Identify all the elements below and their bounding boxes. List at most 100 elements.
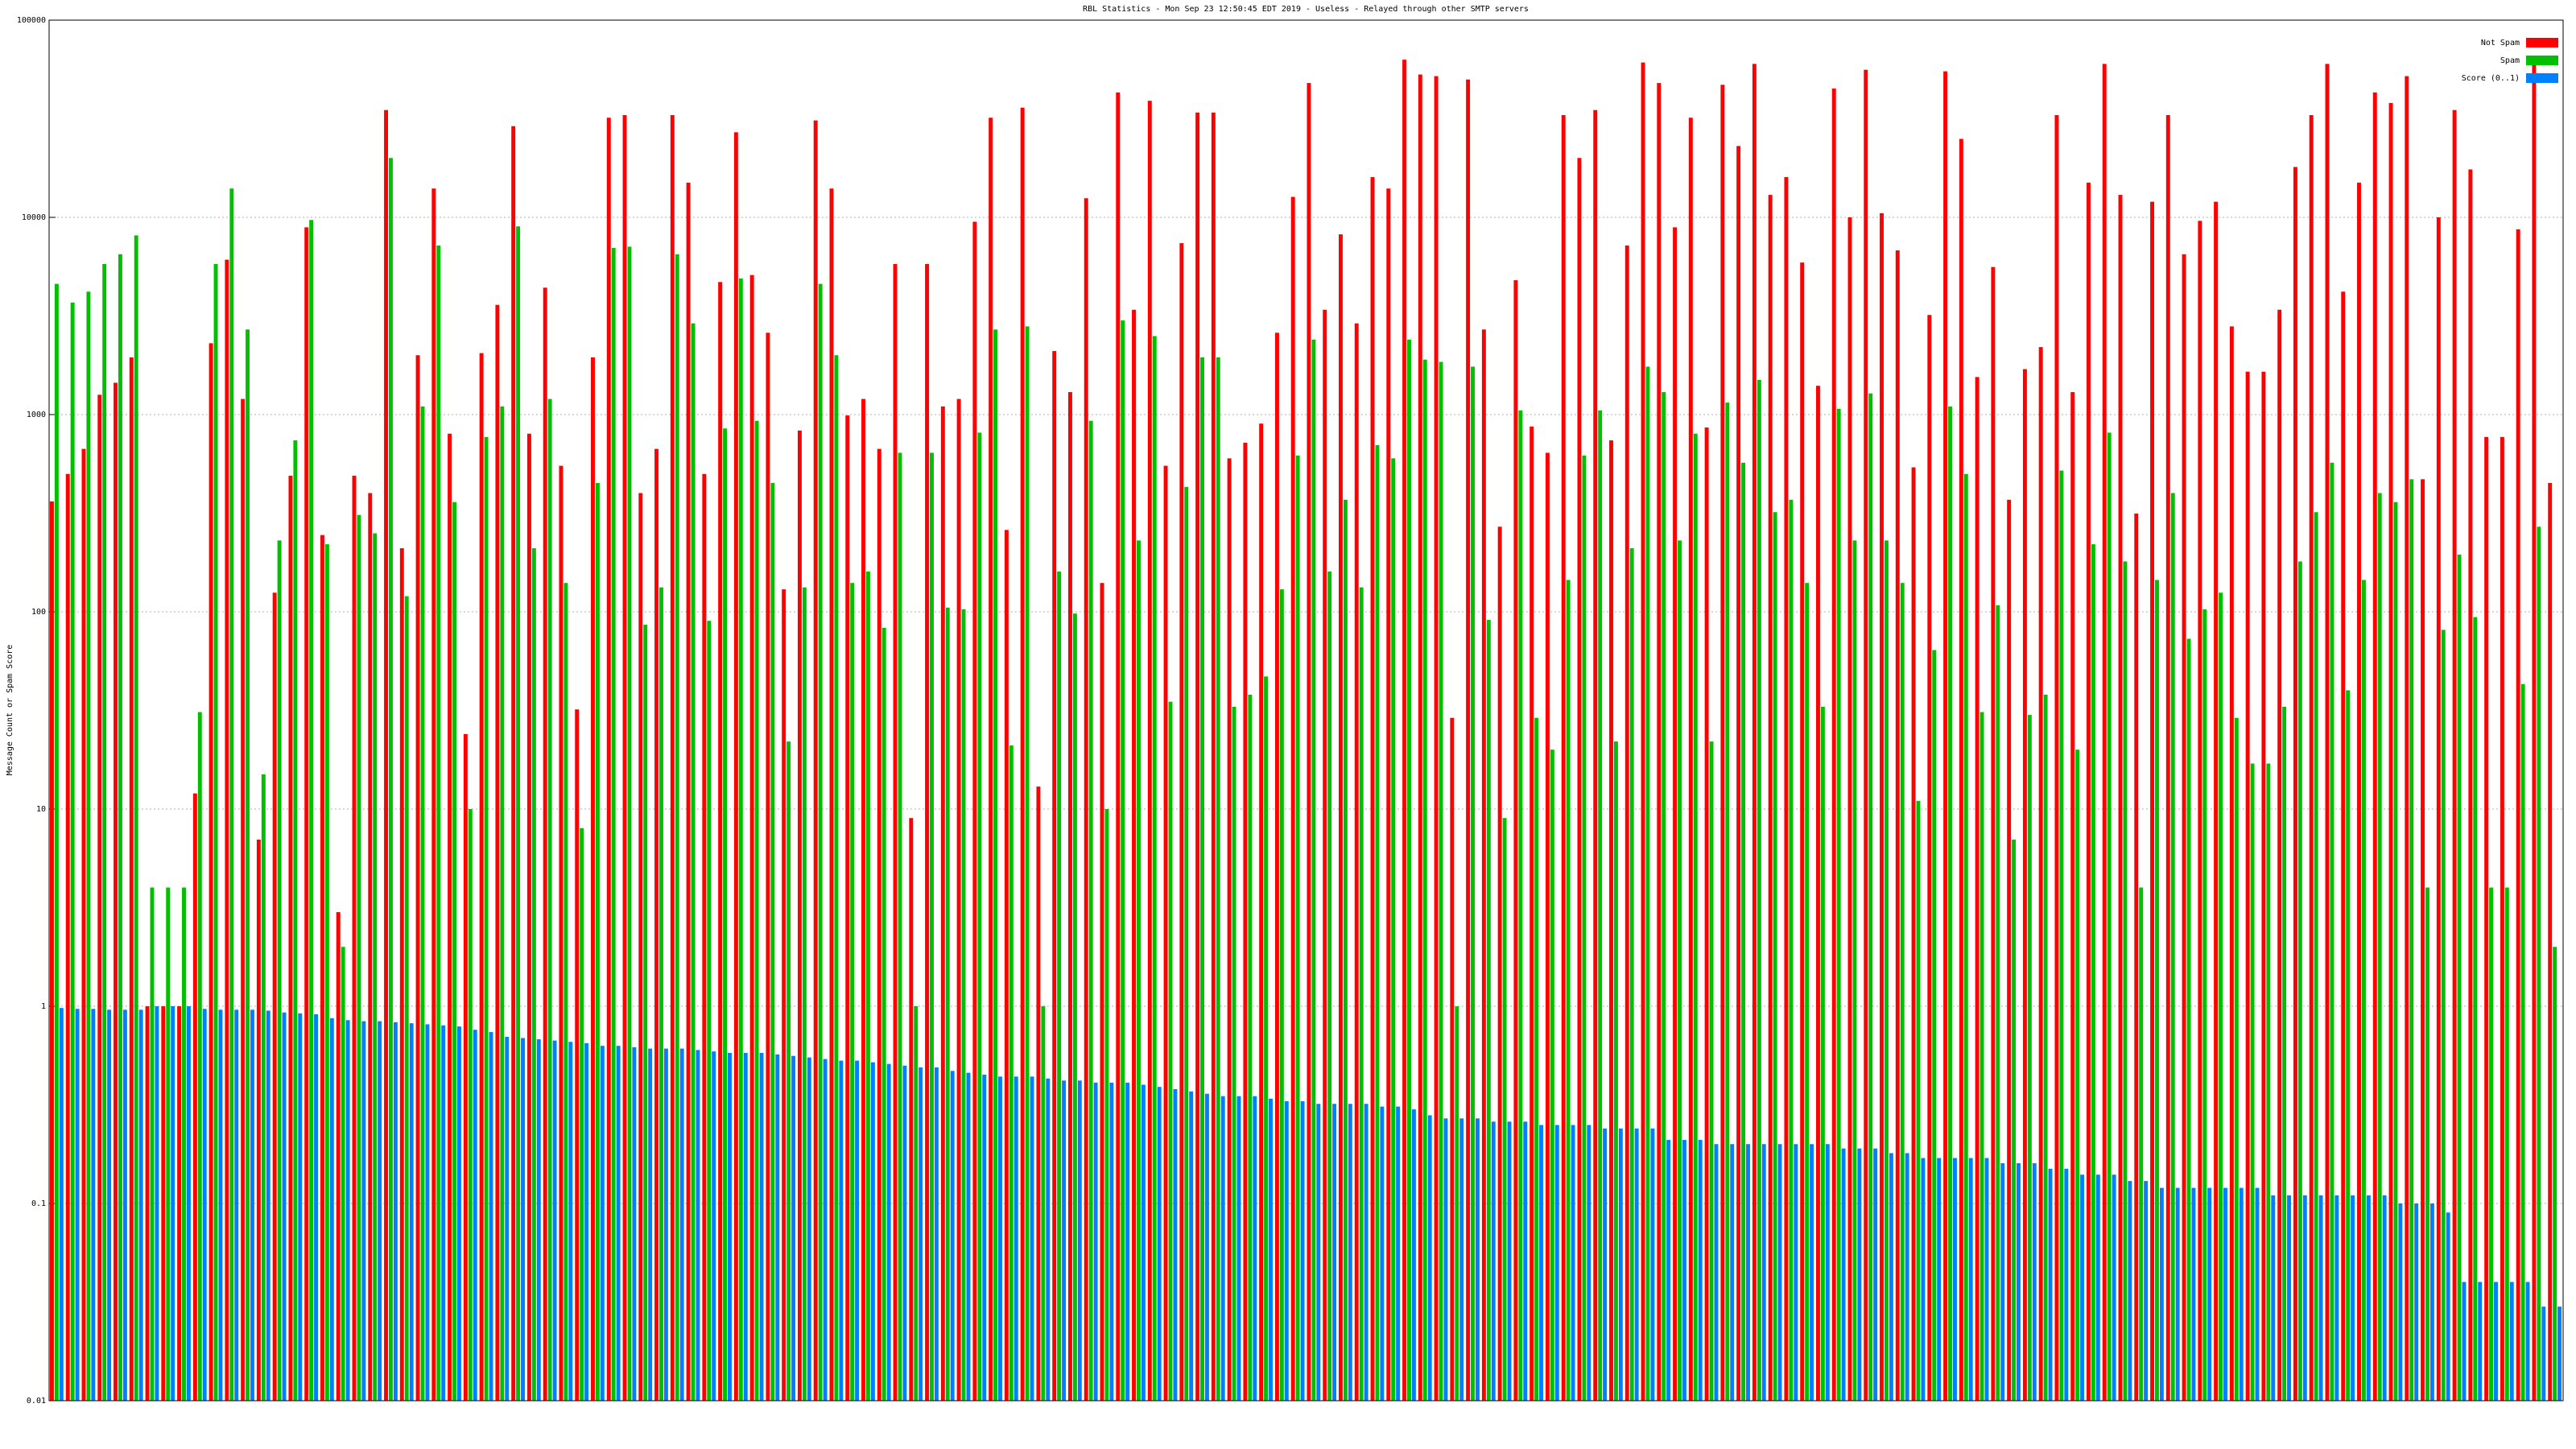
bar [898, 452, 902, 1402]
bar [712, 1051, 716, 1401]
bar [1678, 540, 1682, 1401]
bar [2425, 887, 2429, 1401]
bar [691, 323, 696, 1401]
bar [186, 1006, 191, 1401]
bar [564, 583, 568, 1401]
bar [1948, 406, 1952, 1402]
bar [431, 188, 436, 1402]
bar [1259, 423, 1264, 1401]
bar [468, 809, 473, 1401]
bar [145, 1006, 150, 1401]
bar [54, 283, 59, 1402]
bar [2271, 1195, 2276, 1401]
bar [495, 304, 500, 1401]
bar [1300, 1100, 1305, 1401]
bar [2202, 609, 2207, 1401]
bar [934, 1067, 939, 1401]
bar [1561, 114, 1566, 1401]
bar [1800, 262, 1805, 1402]
bar [1530, 426, 1534, 1401]
bar [425, 1024, 430, 1401]
bar [1481, 329, 1486, 1401]
bar [2282, 706, 2287, 1401]
bar [1736, 146, 1741, 1401]
bar [484, 436, 489, 1401]
bar [1963, 473, 1968, 1401]
bar [759, 1052, 764, 1401]
bar [1773, 512, 1777, 1401]
bar [452, 502, 456, 1402]
bar [1554, 1125, 1559, 1401]
bar [2500, 436, 2504, 1401]
bar [505, 1036, 510, 1401]
bar [1657, 83, 1662, 1401]
bar [1730, 1144, 1735, 1401]
bar [229, 188, 234, 1402]
bar [1720, 85, 1725, 1401]
bar [2038, 347, 2043, 1401]
bar [2436, 217, 2441, 1401]
bar [1534, 717, 1539, 1401]
plot-frame [48, 19, 2564, 1402]
bar [902, 1065, 907, 1401]
bar [1523, 1121, 1528, 1401]
bar [696, 1050, 700, 1401]
bar [940, 406, 945, 1402]
bar [511, 126, 516, 1401]
y-tick-label: 1 [41, 1002, 46, 1011]
bar [1311, 339, 1316, 1401]
bar [2170, 493, 2175, 1401]
bar [404, 596, 409, 1401]
bar [1889, 1153, 1893, 1401]
bar [1243, 442, 1248, 1401]
bar [70, 302, 75, 1402]
bar [2277, 309, 2282, 1402]
bar [2314, 512, 2318, 1401]
bar [1836, 408, 1841, 1401]
bar [2309, 114, 2314, 1401]
bar [336, 912, 341, 1401]
bar [2357, 182, 2361, 1401]
bar [1434, 76, 1439, 1401]
bar [2429, 1203, 2434, 1401]
bar [850, 583, 855, 1401]
bar [893, 263, 898, 1401]
bar [1471, 366, 1476, 1401]
bar [552, 1040, 557, 1401]
bar [2186, 638, 2191, 1401]
bar [972, 221, 977, 1401]
bar [2446, 1212, 2450, 1401]
bar [1979, 712, 1984, 1401]
bar [845, 415, 850, 1402]
bar [595, 482, 600, 1402]
bar [1911, 467, 1916, 1402]
bar [956, 398, 961, 1401]
bar [1100, 583, 1104, 1401]
bar [961, 609, 966, 1401]
bar [261, 774, 266, 1401]
bar [277, 540, 282, 1401]
bar [925, 263, 930, 1401]
bar [489, 1032, 493, 1401]
bar [1184, 486, 1189, 1401]
bar [177, 1006, 182, 1401]
bar [463, 733, 468, 1401]
bar [909, 818, 914, 1401]
bar [1593, 109, 1598, 1401]
bar [1418, 74, 1422, 1402]
bar [1279, 589, 1284, 1401]
bar [1587, 1125, 1591, 1401]
bar [1290, 196, 1295, 1401]
bar [2525, 1282, 2530, 1401]
bar [600, 1046, 605, 1401]
bar [1810, 1144, 1814, 1401]
bar [2027, 715, 2032, 1401]
bar [1825, 1144, 1830, 1401]
bar [839, 1060, 844, 1401]
bar [1820, 706, 1825, 1401]
bar [479, 353, 484, 1401]
bar [575, 709, 580, 1401]
bar [1784, 176, 1789, 1401]
bar [1768, 195, 1773, 1402]
bar [1884, 540, 1889, 1401]
